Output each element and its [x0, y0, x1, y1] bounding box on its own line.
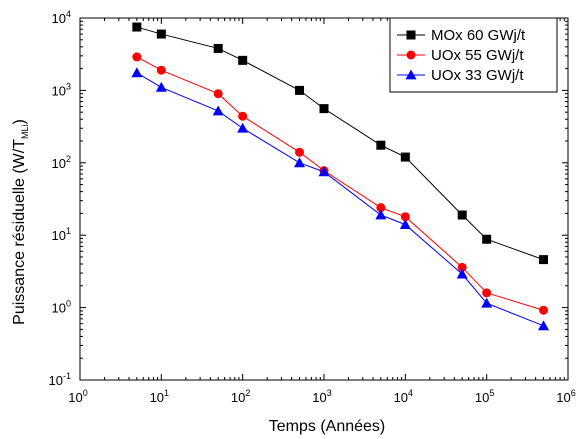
x-tick-label: 104 [394, 388, 413, 405]
data-point [539, 305, 549, 315]
y-axis-title-end: ) [11, 119, 28, 124]
y-tick-labels: 10-1 100 101 102 103 104 [49, 9, 71, 388]
data-point [238, 55, 248, 65]
data-point [213, 43, 223, 53]
series-layer [131, 22, 550, 331]
data-point [155, 81, 167, 92]
data-point [295, 147, 305, 157]
data-point [457, 262, 467, 272]
data-point [156, 65, 166, 75]
y-axis-title-main: Puissance résiduelle (W/T [11, 139, 28, 325]
data-point [237, 122, 249, 133]
y-tick-label: 103 [52, 81, 71, 98]
data-point [482, 288, 492, 298]
data-point [539, 255, 549, 265]
data-point [482, 234, 492, 244]
data-point [481, 297, 493, 308]
data-point [131, 67, 143, 78]
data-point [375, 209, 387, 220]
data-point [212, 105, 224, 116]
data-point [132, 52, 142, 62]
data-point [132, 22, 142, 32]
y-tick-label: 104 [52, 9, 71, 26]
data-point [318, 166, 330, 177]
legend-marker [406, 30, 416, 40]
legend-entry: UOx 55 GWj/t [397, 47, 524, 64]
data-point [213, 89, 223, 99]
data-point [456, 268, 468, 279]
data-point [238, 111, 248, 121]
x-tick-label: 102 [231, 388, 250, 405]
y-tick-label: 100 [52, 299, 71, 316]
legend-label: MOx 60 GWj/t [431, 27, 526, 44]
x-tick-label: 103 [312, 388, 331, 405]
data-point [400, 152, 410, 162]
series-1 [132, 22, 549, 265]
legend-entry: MOx 60 GWj/t [397, 27, 526, 44]
y-tick-label: 101 [52, 226, 71, 243]
data-point [457, 210, 467, 220]
data-point [400, 212, 410, 222]
legend-label: UOx 55 GWj/t [431, 47, 524, 64]
data-point [538, 320, 550, 331]
x-tick-label: 106 [556, 388, 575, 405]
data-point [156, 29, 166, 39]
legend-entry: UOx 33 GWj/t [397, 67, 524, 84]
x-axis-title: Temps (Années) [269, 418, 386, 435]
data-point [399, 219, 411, 230]
data-point [376, 203, 386, 213]
x-tick-label: 101 [150, 388, 169, 405]
y-axis-title-sub: MLi [20, 124, 30, 139]
x-tick-label: 105 [475, 388, 494, 405]
legend-label: UOx 33 GWj/t [431, 67, 524, 84]
x-tick-labels: 100 101 102 103 104 105 106 [68, 388, 575, 405]
data-point [319, 104, 329, 114]
legend: MOx 60 GWj/t UOx 55 GWj/t UOx 33 GWj/t [389, 17, 558, 93]
data-point [295, 85, 305, 95]
y-tick-label: 10-1 [49, 371, 71, 388]
legend-marker [406, 50, 416, 60]
data-point [294, 157, 306, 168]
series-3 [131, 67, 550, 331]
y-tick-label: 102 [52, 154, 71, 171]
x-tick-label: 100 [68, 388, 87, 405]
data-point [376, 140, 386, 150]
y-axis-title: Puissance résiduelle (W/TMLi) [11, 119, 30, 325]
legend-marker [405, 69, 417, 80]
